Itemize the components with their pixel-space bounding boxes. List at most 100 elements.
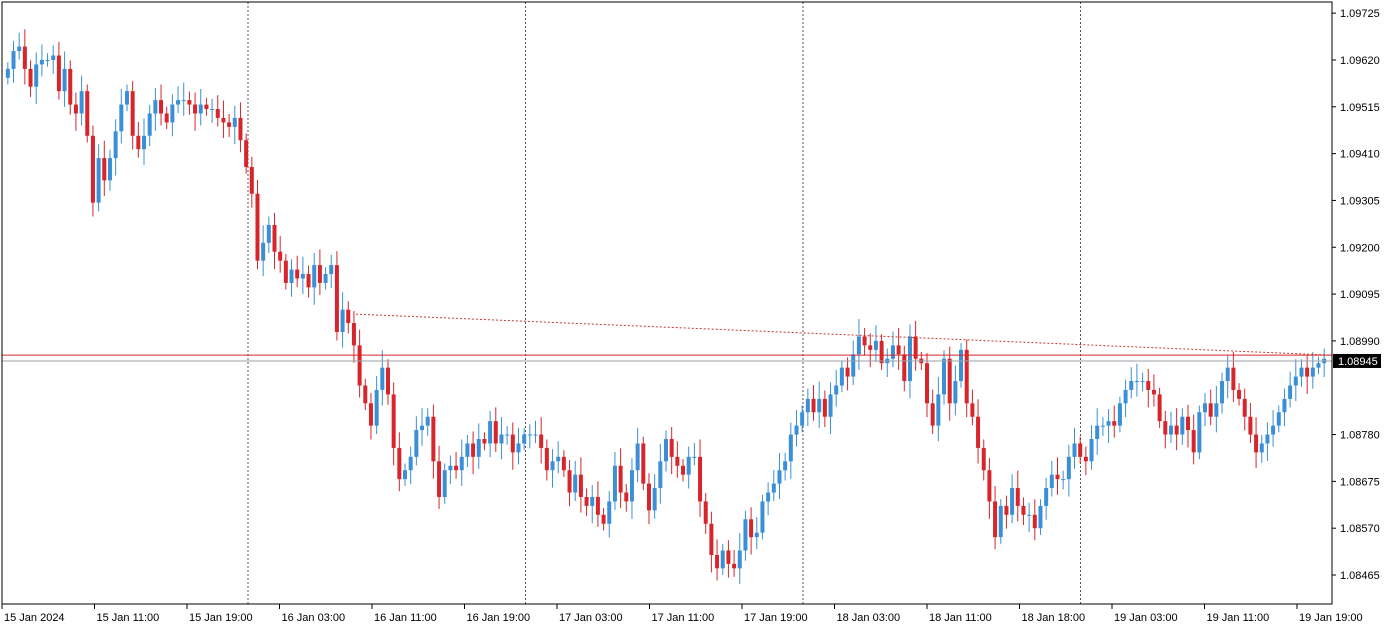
y-axis-tick-label: 1.09515 (1340, 102, 1380, 114)
candle-body (828, 394, 833, 417)
candle-body (346, 309, 351, 324)
x-axis-tick-label: 19 Jan 11:00 (1207, 612, 1270, 624)
candle-body (153, 100, 158, 114)
candle-body (612, 465, 617, 502)
candle-body (715, 554, 720, 569)
candle-body (641, 443, 646, 484)
candle-body (198, 104, 203, 114)
candle-body (159, 100, 164, 114)
candle-body (1237, 389, 1242, 399)
candle-body (1055, 474, 1060, 480)
candle-body (187, 100, 192, 105)
candle-body (873, 340, 878, 350)
y-axis-tick-label: 1.09305 (1340, 195, 1380, 207)
y-axis-tick-label: 1.09410 (1340, 149, 1380, 161)
y-axis-tick-label: 1.08780 (1340, 430, 1380, 442)
candle-body (669, 439, 674, 457)
candle-body (754, 532, 759, 538)
x-axis-tick-label: 15 Jan 2024 (4, 612, 65, 624)
candle-body (652, 488, 657, 511)
candle-body (22, 46, 27, 69)
candle-body (1061, 479, 1066, 481)
candle-body (385, 367, 390, 395)
candle-body (1276, 412, 1281, 426)
candle-body (340, 309, 345, 332)
candle-body (1123, 389, 1128, 404)
candle-body (896, 345, 901, 355)
candle-body (856, 336, 861, 355)
candle-body (499, 434, 504, 444)
x-axis-tick-label: 17 Jan 03:00 (559, 612, 623, 624)
candle-body (323, 274, 328, 283)
x-axis-tick-label: 16 Jan 03:00 (282, 612, 346, 624)
candle-body (215, 109, 220, 118)
candle-body (1038, 505, 1043, 529)
candle-body (732, 563, 737, 569)
candle-body (817, 398, 822, 413)
candle-body (295, 269, 300, 279)
candle-body (1100, 425, 1105, 427)
candle-body (726, 550, 731, 564)
candle-body (266, 224, 271, 243)
candle-body (272, 224, 277, 252)
candle-body (646, 483, 651, 511)
candle-body (578, 474, 583, 497)
candle-body (1072, 443, 1077, 457)
plot-frame (1, 1, 1333, 605)
current-price-label: 1.08945 (1338, 356, 1378, 368)
candle-body (357, 345, 362, 386)
candle-body (488, 421, 493, 444)
candle-body (1231, 367, 1236, 390)
candle-body (107, 158, 112, 181)
candle-body (556, 456, 561, 462)
y-axis-tick-label: 1.09725 (1340, 8, 1380, 20)
candle-body (306, 274, 311, 288)
y-axis-tick-label: 1.08465 (1340, 570, 1380, 582)
candle-body (635, 443, 640, 471)
candle-body (743, 519, 748, 551)
candle-body (391, 394, 396, 448)
candle-body (505, 434, 510, 436)
candle-body (1078, 443, 1083, 457)
candle-body (862, 336, 867, 346)
candle-body (533, 434, 538, 436)
candle-body (1225, 367, 1230, 382)
candle-body (1174, 425, 1179, 435)
x-axis-tick-label: 18 Jan 18:00 (1022, 612, 1086, 624)
candle-body (459, 456, 464, 471)
candle-body (414, 430, 419, 457)
candle-body (618, 465, 623, 493)
candle-body (28, 68, 33, 87)
candle-body (902, 354, 907, 382)
y-axis-tick-label: 1.08570 (1340, 523, 1380, 535)
candle-body (720, 550, 725, 569)
candle-body (930, 403, 935, 426)
candle-body (289, 269, 294, 283)
candle-body (39, 59, 44, 65)
candle-body (130, 91, 135, 136)
candle-body (788, 434, 793, 462)
candle-body (1265, 434, 1270, 444)
candle-body (317, 265, 322, 283)
candle-body (437, 461, 442, 497)
candle-body (11, 51, 16, 69)
candle-body (1106, 421, 1111, 426)
candle-body (1151, 389, 1156, 395)
candle-body (193, 104, 198, 114)
x-axis-tick-label: 15 Jan 19:00 (189, 612, 253, 624)
candle-body (261, 242, 266, 261)
candle-body (561, 456, 566, 471)
candle-body (113, 131, 118, 159)
candle-body (176, 100, 181, 105)
candle-body (278, 251, 283, 261)
candle-body (658, 461, 663, 489)
candle-body (1180, 416, 1185, 435)
candle-body (1112, 421, 1117, 426)
candle-body (794, 425, 799, 435)
candle-body (924, 363, 929, 404)
candle-body (124, 91, 129, 105)
candle-body (476, 439, 481, 457)
candle-body (454, 465, 459, 471)
